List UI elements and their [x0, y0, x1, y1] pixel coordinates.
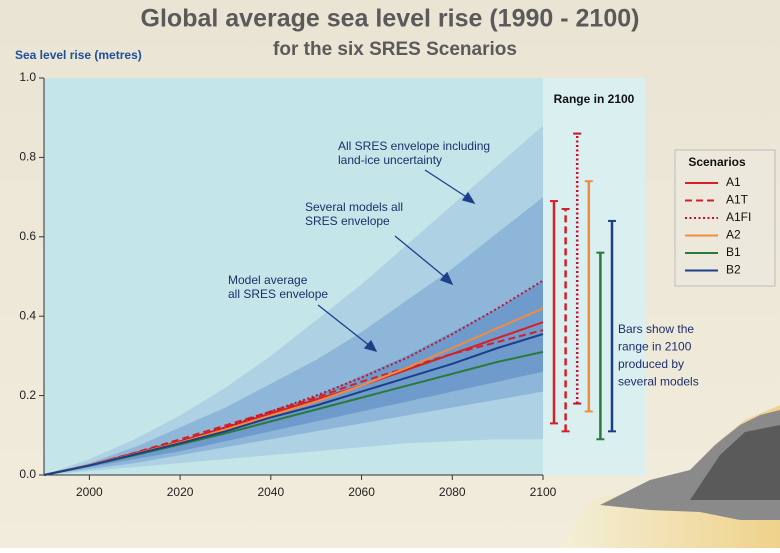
envelope — [44, 280, 543, 475]
annotation-arrows — [317, 169, 476, 353]
range-note: several models — [618, 375, 699, 389]
x-tick-label: 2100 — [530, 485, 557, 499]
legend-label: A1 — [726, 175, 741, 189]
arrow-head — [363, 339, 378, 353]
x-tick-label: 2040 — [257, 485, 284, 499]
x-tick-label: 2060 — [348, 485, 375, 499]
arrow — [424, 169, 469, 199]
annotation: Several models all — [305, 200, 403, 214]
arrow-head — [461, 191, 476, 205]
arrow-head — [439, 271, 454, 286]
legend-label: A1FI — [726, 210, 751, 224]
chart-title: Global average sea level rise (1990 - 21… — [141, 5, 640, 33]
annotation: SRES envelope — [305, 214, 390, 228]
plot — [44, 125, 543, 475]
y-tick-label: 1.0 — [19, 70, 36, 84]
series-line — [43, 333, 544, 476]
x-tick-label: 2020 — [167, 485, 194, 499]
y-tick-label: 0.4 — [19, 308, 36, 322]
legend-label: A1T — [726, 193, 749, 207]
y-tick-label: 0.6 — [19, 229, 36, 243]
legend-label: B1 — [726, 245, 741, 259]
legend-label: A2 — [726, 228, 741, 242]
annotation: All SRES envelope including — [338, 139, 490, 153]
arrow — [394, 235, 447, 279]
annotation: all SRES envelope — [228, 287, 328, 301]
range-note: produced by — [618, 357, 684, 371]
legend-label: B2 — [726, 263, 741, 277]
range-note: range in 2100 — [618, 340, 692, 354]
legend-box — [674, 149, 776, 287]
y-tick-label: 0.8 — [19, 150, 36, 164]
envelope — [44, 197, 543, 475]
legend-title: Scenarios — [688, 155, 746, 169]
y-tick-label: 0.2 — [19, 388, 36, 402]
range-panel — [543, 78, 645, 475]
chart-subtitle: for the six SRES Scenarios — [273, 39, 517, 60]
x-tick-label: 2080 — [439, 485, 466, 499]
y-axis-label: Sea level rise (metres) — [15, 48, 142, 62]
arrow — [317, 304, 371, 347]
range-note: Bars show the — [618, 322, 694, 336]
series-line — [43, 329, 544, 476]
annotation: Model average — [228, 273, 308, 287]
y-tick-label: 0.0 — [19, 467, 36, 481]
x-tick-label: 2000 — [76, 485, 103, 499]
cliff-shadow — [690, 425, 780, 500]
annotation: land-ice uncertainty — [338, 153, 442, 167]
range-title: Range in 2100 — [554, 92, 635, 106]
series-line — [43, 279, 544, 476]
